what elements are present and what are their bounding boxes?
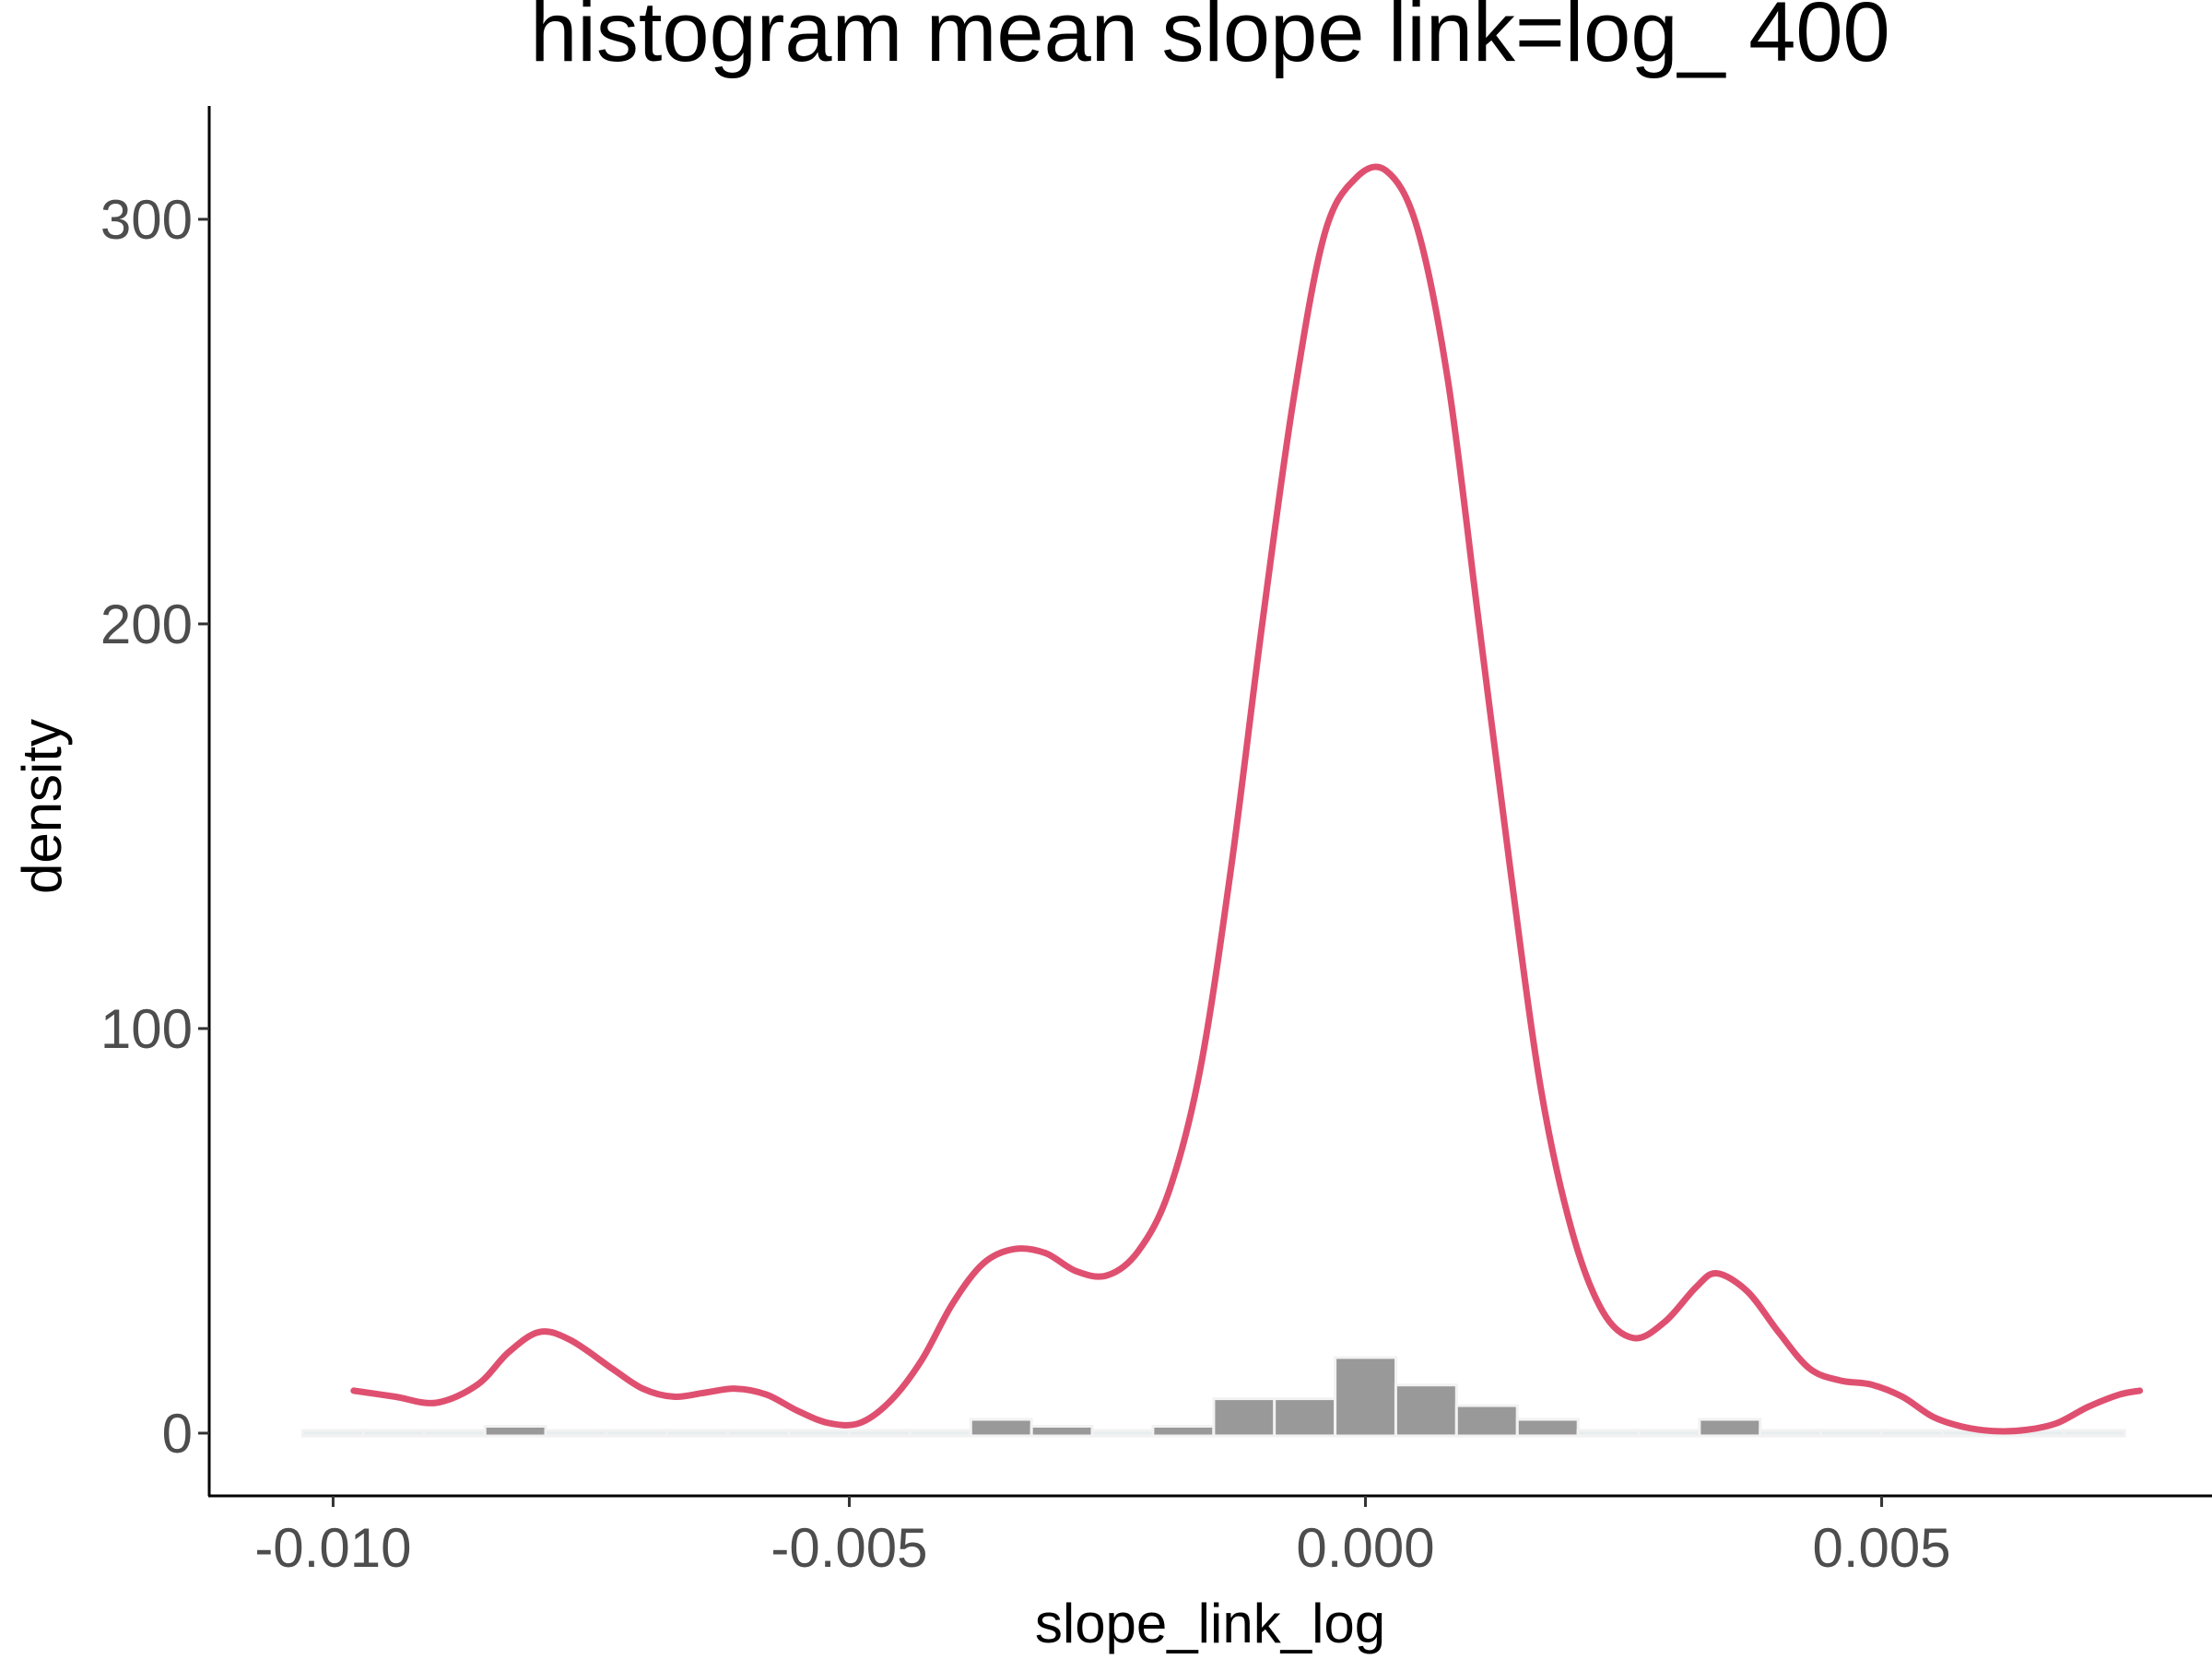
histogram-bar: [1454, 1404, 1519, 1438]
x-tick-label: -0.010: [254, 1517, 411, 1579]
histogram-bar: [665, 1429, 730, 1438]
x-axis-ticks: -0.010 -0.005 0.000 0.005: [254, 1496, 1951, 1579]
histogram-bar: [1394, 1383, 1458, 1438]
histogram-bar: [969, 1418, 1033, 1438]
histogram-bar: [1759, 1429, 1823, 1438]
histogram-bar: [1273, 1397, 1337, 1438]
histogram-bar: [544, 1429, 608, 1438]
histogram-bar: [605, 1429, 669, 1438]
x-tick-label: 0.000: [1296, 1517, 1434, 1579]
density-curve: [350, 163, 2144, 1435]
x-tick-label: 0.005: [1812, 1517, 1950, 1579]
y-axis-title: density: [11, 719, 73, 894]
histogram-bar: [1515, 1418, 1580, 1438]
histogram-bar: [1151, 1425, 1216, 1438]
y-tick-label: 300: [100, 189, 193, 251]
histogram-bar: [2062, 1429, 2126, 1438]
histogram-bar: [1334, 1356, 1397, 1438]
histogram-bar: [422, 1429, 487, 1438]
x-tick-label: -0.005: [771, 1517, 927, 1579]
histogram-bar: [726, 1429, 791, 1438]
histogram-bars: [301, 1356, 2126, 1438]
histogram-bar: [1030, 1425, 1094, 1438]
chart-title: histogram mean slope link=log_ 400: [530, 0, 1889, 79]
histogram-bar: [1212, 1397, 1277, 1438]
histogram-bar: [1576, 1429, 1641, 1438]
histogram-bar: [483, 1425, 547, 1438]
y-axis-ticks: 0 100 200 300: [100, 189, 209, 1465]
histogram-bar: [1819, 1429, 1884, 1438]
histogram-bar: [1637, 1429, 1701, 1438]
x-axis-title: slope_link_log: [1035, 1593, 1385, 1654]
histogram-bar: [848, 1429, 912, 1438]
y-tick-label: 100: [100, 998, 193, 1060]
histogram-bar: [908, 1429, 972, 1438]
histogram-bar: [1090, 1429, 1155, 1438]
histogram-bar: [1698, 1418, 1762, 1438]
histogram-bar: [1880, 1429, 1944, 1438]
histogram-bar: [361, 1429, 426, 1438]
y-tick-label: 200: [100, 594, 193, 655]
histogram-bar: [787, 1429, 851, 1438]
histogram-bar: [301, 1429, 365, 1438]
y-tick-label: 0: [162, 1403, 193, 1465]
